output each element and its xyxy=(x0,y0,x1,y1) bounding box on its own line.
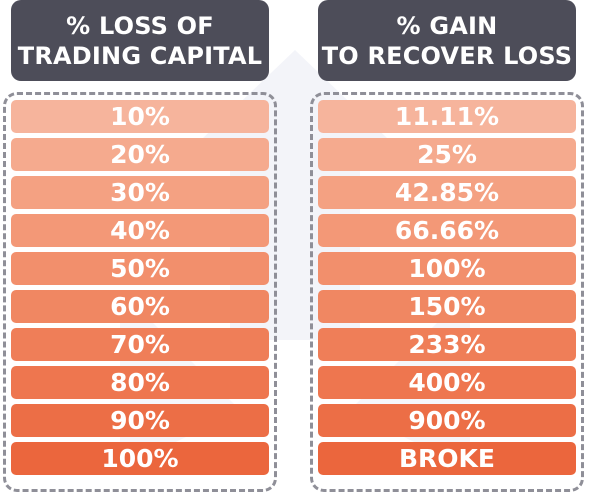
gain-row: 233% xyxy=(318,328,576,361)
gain-header-line1: % GAIN xyxy=(396,11,498,40)
gain-row: 25% xyxy=(318,138,576,171)
loss-header-line2: TRADING CAPITAL xyxy=(17,41,263,70)
loss-row: 50% xyxy=(11,252,269,285)
loss-column-header: % LOSS OF TRADING CAPITAL xyxy=(11,0,269,81)
gain-row: 400% xyxy=(318,366,576,399)
loss-row: 20% xyxy=(11,138,269,171)
gain-rows: 11.11% 25% 42.85% 66.66% 100% 150% 233% … xyxy=(318,100,576,475)
loss-row: 90% xyxy=(11,404,269,437)
gain-row: 66.66% xyxy=(318,214,576,247)
gain-row: 100% xyxy=(318,252,576,285)
loss-header-line1: % LOSS OF xyxy=(66,11,214,40)
loss-row: 40% xyxy=(11,214,269,247)
gain-row: BROKE xyxy=(318,442,576,475)
gain-row: 42.85% xyxy=(318,176,576,209)
gain-column-header: % GAIN TO RECOVER LOSS xyxy=(318,0,576,81)
loss-row: 60% xyxy=(11,290,269,323)
gain-dashed-frame xyxy=(310,92,584,492)
loss-rows: 10% 20% 30% 40% 50% 60% 70% 80% 90% 100% xyxy=(11,100,269,475)
gain-row: 11.11% xyxy=(318,100,576,133)
loss-row: 100% xyxy=(11,442,269,475)
gain-row: 150% xyxy=(318,290,576,323)
loss-row: 80% xyxy=(11,366,269,399)
loss-row: 70% xyxy=(11,328,269,361)
gain-header-line2: TO RECOVER LOSS xyxy=(321,41,573,70)
loss-row: 30% xyxy=(11,176,269,209)
loss-dashed-frame xyxy=(3,92,277,492)
gain-row: 900% xyxy=(318,404,576,437)
loss-row: 10% xyxy=(11,100,269,133)
